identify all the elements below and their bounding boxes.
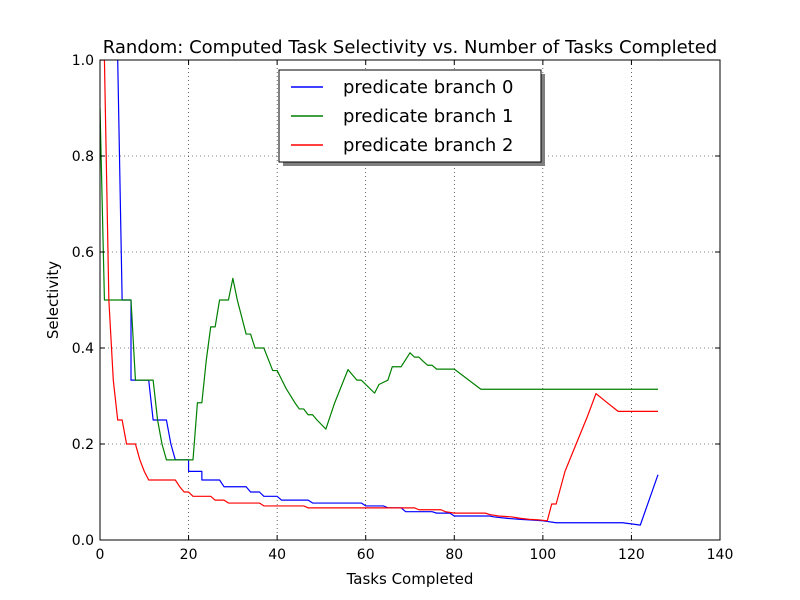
x-tick-label: 100 (529, 547, 556, 563)
y-tick-label: 1.0 (72, 53, 94, 69)
y-axis-label: Selectivity (44, 261, 62, 339)
legend-label: predicate branch 1 (343, 106, 513, 127)
x-tick-label: 80 (445, 547, 463, 563)
legend: predicate branch 0 predicate branch 1 pred… (278, 69, 545, 166)
chart-title: Random: Computed Task Selectivity vs. Nu… (103, 37, 717, 58)
series-line-branch-1 (100, 107, 658, 461)
legend-label: predicate branch 2 (343, 135, 513, 156)
plot-frame (99, 59, 721, 541)
y-tick-label: 0.8 (72, 149, 94, 165)
series-lines (100, 60, 659, 526)
x-tick-label: 60 (357, 547, 375, 563)
series-line-branch-2 (100, 60, 658, 522)
y-tick-label: 0.6 (72, 245, 94, 261)
legend-label: predicate branch 0 (343, 77, 513, 98)
axis-ticks: 0 20 40 60 80 100 120 140 0.0 0.2 0.4 0.6 0.8 1.0 (72, 53, 734, 563)
y-tick-label: 0.4 (72, 341, 94, 357)
y-tick-label: 0.0 (72, 533, 94, 549)
x-tick-label: 40 (268, 547, 286, 563)
series-line-branch-0 (117, 60, 659, 526)
x-tick-label: 120 (618, 547, 645, 563)
x-axis-label: Tasks Completed (346, 570, 474, 588)
x-tick-label: 20 (180, 547, 198, 563)
x-tick-label: 140 (707, 547, 734, 563)
y-tick-label: 0.2 (72, 437, 94, 453)
x-tick-label: 0 (96, 547, 105, 563)
